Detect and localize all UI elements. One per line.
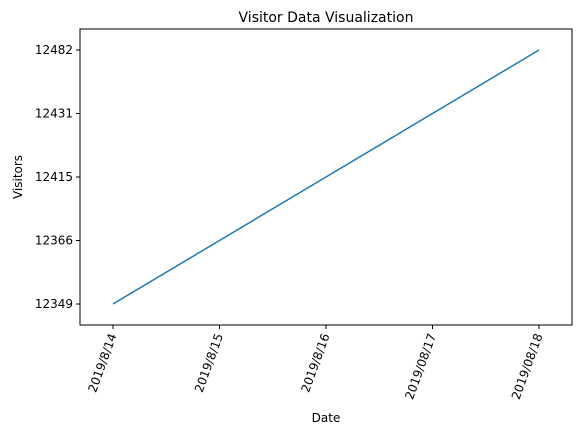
series-line	[112, 49, 540, 305]
x-axis-title: Date	[312, 411, 341, 425]
y-axis-title: Visitors	[11, 155, 25, 199]
y-tick-label: 12431	[35, 107, 73, 121]
y-tick-label: 12415	[35, 170, 73, 184]
x-tick-label: 2019/08/17	[402, 332, 439, 402]
x-tick-label: 2019/8/14	[85, 332, 119, 395]
y-axis: 12349 12366 12415 12431 12482	[35, 43, 80, 311]
x-tick-label: 2019/8/15	[192, 332, 226, 395]
y-tick-label: 12366	[35, 234, 73, 248]
x-tick-label: 2019/08/18	[509, 332, 546, 402]
y-tick-label: 12482	[35, 43, 73, 57]
x-axis: 2019/8/14 2019/8/15 2019/8/16 2019/08/17 201…	[85, 325, 546, 402]
x-tick-label: 2019/8/16	[298, 332, 332, 395]
y-tick-label: 12349	[35, 297, 73, 311]
chart-title: Visitor Data Visualization	[239, 10, 414, 26]
